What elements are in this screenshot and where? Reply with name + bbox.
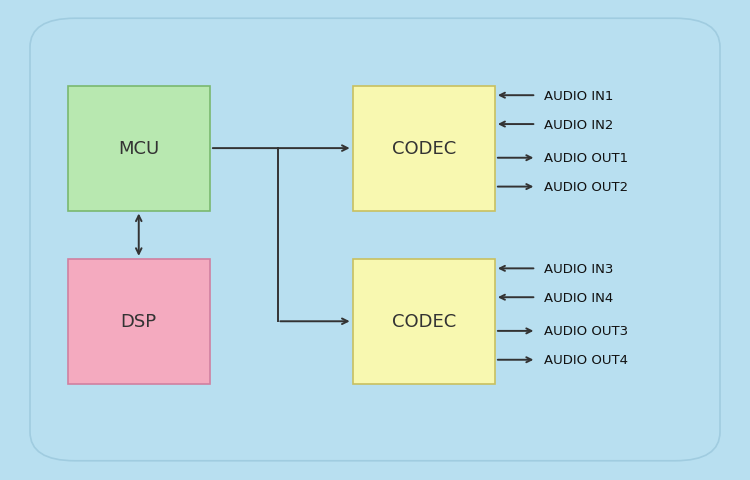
Text: AUDIO IN3: AUDIO IN3 — [544, 262, 614, 276]
Text: AUDIO OUT2: AUDIO OUT2 — [544, 180, 628, 194]
Text: AUDIO IN2: AUDIO IN2 — [544, 118, 614, 132]
FancyBboxPatch shape — [30, 19, 720, 461]
Text: AUDIO IN1: AUDIO IN1 — [544, 89, 614, 103]
FancyBboxPatch shape — [352, 86, 495, 211]
FancyBboxPatch shape — [68, 259, 210, 384]
Text: DSP: DSP — [121, 312, 157, 331]
FancyBboxPatch shape — [68, 86, 210, 211]
Text: AUDIO OUT4: AUDIO OUT4 — [544, 353, 628, 367]
Text: AUDIO OUT1: AUDIO OUT1 — [544, 152, 628, 165]
Text: AUDIO OUT3: AUDIO OUT3 — [544, 324, 628, 338]
FancyBboxPatch shape — [352, 259, 495, 384]
Text: MCU: MCU — [118, 140, 159, 158]
Text: CODEC: CODEC — [392, 312, 456, 331]
Text: CODEC: CODEC — [392, 140, 456, 158]
Text: AUDIO IN4: AUDIO IN4 — [544, 291, 613, 304]
